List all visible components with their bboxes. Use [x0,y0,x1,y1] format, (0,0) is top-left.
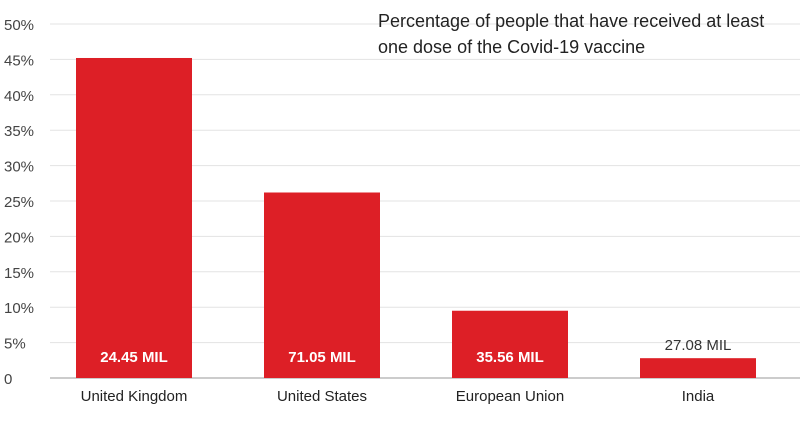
x-tick-label: United States [277,388,367,405]
data-label: 27.08 MIL [665,337,732,354]
y-tick-label: 40% [4,88,34,105]
y-tick-label: 25% [4,194,34,211]
x-tick-label: European Union [456,388,564,405]
x-tick-label: India [682,388,715,405]
data-label: 71.05 MIL [288,349,356,366]
bar [76,57,192,378]
data-label: 24.45 MIL [100,349,168,366]
y-tick-label: 45% [4,52,34,69]
chart-title: Percentage of people that have received … [378,11,765,57]
y-tick-label: 35% [4,123,34,140]
y-tick-label: 10% [4,300,34,317]
y-tick-label: 50% [4,17,34,34]
bar [452,310,568,378]
y-tick-label: 15% [4,265,34,282]
y-tick-label: 0 [4,371,12,388]
bar [264,192,380,378]
y-tick-label: 30% [4,159,34,176]
y-tick-label: 20% [4,229,34,246]
bar [640,358,756,378]
data-label: 35.56 MIL [476,349,544,366]
y-tick-label: 5% [4,336,26,353]
x-tick-label: United Kingdom [81,388,188,405]
